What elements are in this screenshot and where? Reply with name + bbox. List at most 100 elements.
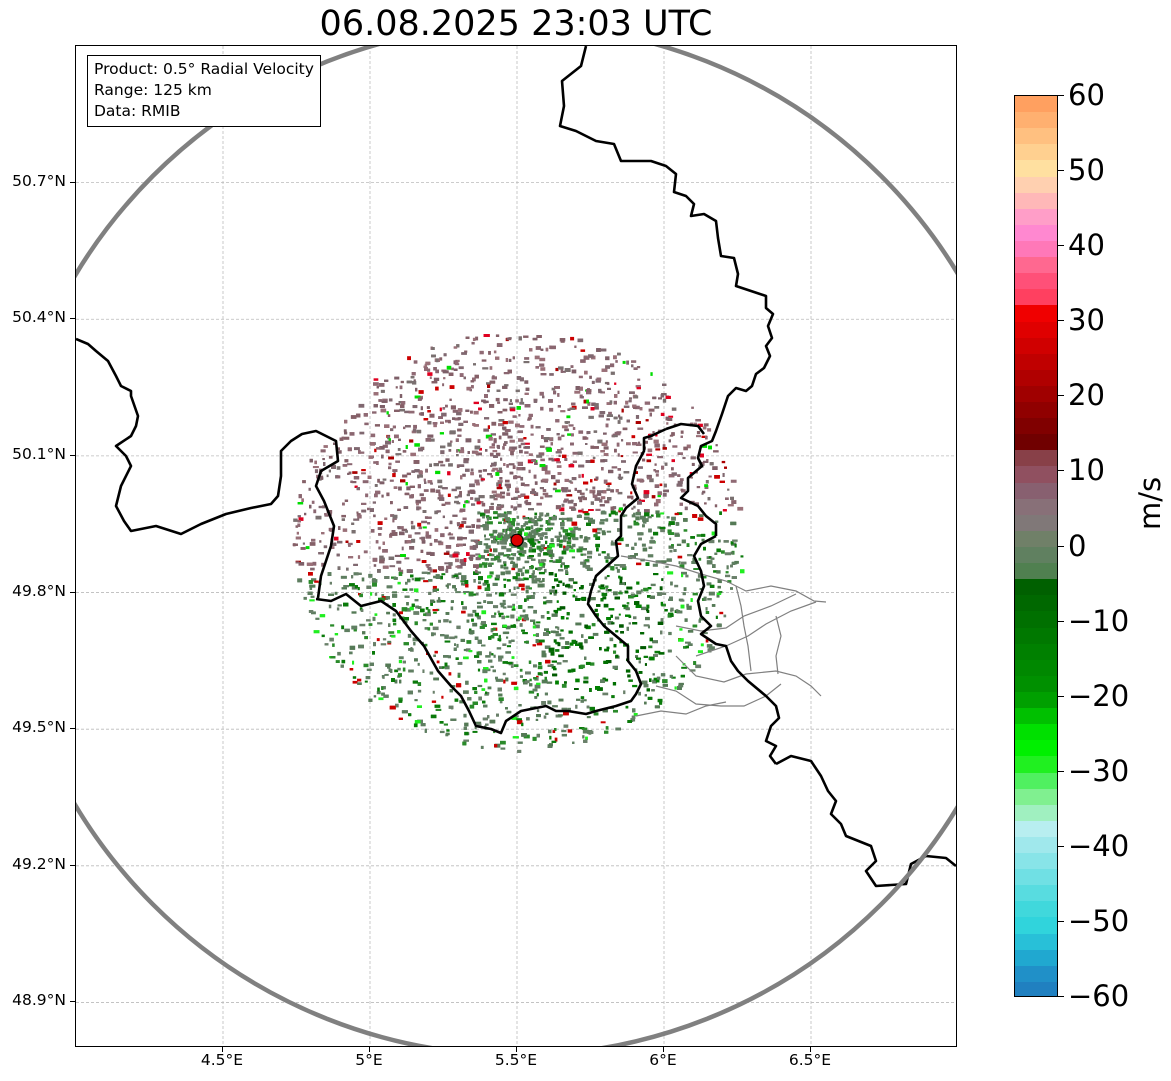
echo-pixel <box>713 570 718 573</box>
echo-pixel <box>581 634 584 638</box>
echo-pixel <box>411 603 415 607</box>
echo-pixel <box>409 546 415 550</box>
echo-pixel <box>418 447 423 452</box>
echo-pixel <box>357 587 360 591</box>
echo-pixel <box>595 536 601 540</box>
echo-pixel <box>532 337 538 341</box>
echo-pixel <box>508 463 515 466</box>
echo-pixel <box>493 511 498 515</box>
echo-pixel <box>681 573 684 578</box>
echo-pixel <box>376 461 379 465</box>
echo-pixel <box>579 499 583 503</box>
echo-pixel <box>686 444 691 449</box>
echo-pixel <box>561 683 567 688</box>
echo-pixel <box>643 655 648 658</box>
echo-pixel <box>592 486 596 490</box>
echo-pixel <box>548 457 554 461</box>
echo-pixel <box>668 532 675 535</box>
echo-pixel <box>706 644 713 648</box>
echo-pixel <box>632 708 636 713</box>
echo-pixel <box>554 578 559 582</box>
echo-pixel <box>364 680 368 683</box>
echo-pixel <box>519 553 525 557</box>
echo-pixel <box>676 543 682 546</box>
echo-pixel <box>433 367 437 371</box>
echo-pixel <box>351 611 357 614</box>
echo-pixel <box>628 622 631 625</box>
echo-pixel <box>633 367 638 370</box>
echo-pixel <box>477 439 481 443</box>
echo-pixel <box>585 488 588 491</box>
echo-pixel <box>460 562 466 566</box>
echo-pixel <box>719 511 722 515</box>
echo-pixel <box>503 529 507 532</box>
echo-pixel <box>331 546 335 549</box>
echo-pixel <box>412 428 417 433</box>
echo-pixel <box>602 709 608 713</box>
echo-pixel <box>580 349 586 352</box>
echo-pixel <box>563 646 570 649</box>
radar-map[interactable] <box>75 45 957 1047</box>
echo-pixel <box>613 355 617 360</box>
echo-pixel <box>571 433 574 437</box>
echo-pixel <box>379 555 384 560</box>
echo-pixel <box>654 443 660 448</box>
echo-pixel <box>541 583 545 588</box>
echo-pixel <box>438 494 444 498</box>
echo-pixel <box>577 451 583 455</box>
echo-pixel <box>470 468 474 472</box>
echo-pixel <box>423 418 429 421</box>
echo-pixel <box>704 502 707 505</box>
echo-pixel <box>392 618 397 622</box>
echo-pixel <box>725 497 729 500</box>
echo-pixel <box>506 464 509 468</box>
echo-pixel <box>442 407 446 410</box>
echo-pixel <box>399 569 404 574</box>
echo-pixel <box>611 695 615 699</box>
echo-pixel <box>491 553 495 557</box>
echo-pixel <box>670 581 673 586</box>
echo-pixel <box>714 552 718 555</box>
echo-pixel <box>412 637 419 642</box>
echo-pixel <box>517 530 523 535</box>
echo-pixel <box>633 521 639 526</box>
echo-pixel <box>494 743 501 748</box>
echo-pixel <box>487 601 493 604</box>
echo-pixel <box>555 489 561 493</box>
echo-pixel <box>424 627 428 630</box>
echo-pixel <box>482 582 486 586</box>
echo-pixel <box>612 682 617 686</box>
echo-pixel <box>687 630 694 633</box>
echo-pixel <box>529 678 532 682</box>
echo-pixel <box>451 367 454 371</box>
echo-pixel <box>562 517 568 520</box>
echo-pixel <box>648 546 653 549</box>
echo-pixel <box>701 533 706 537</box>
echo-pixel <box>625 669 631 673</box>
echo-pixel <box>452 417 456 420</box>
echo-pixel <box>649 656 655 661</box>
echo-pixel <box>352 471 358 474</box>
echo-pixel <box>644 401 651 405</box>
echo-pixel <box>615 630 619 633</box>
echo-pixel <box>568 578 574 582</box>
echo-pixel <box>505 651 511 654</box>
echo-pixel <box>706 560 713 565</box>
echo-pixel <box>596 527 602 531</box>
echo-pixel <box>516 515 520 519</box>
echo-pixel <box>449 536 455 540</box>
echo-pixel <box>541 466 548 471</box>
echo-pixel <box>449 385 455 389</box>
echo-pixel <box>539 445 545 448</box>
echo-pixel <box>379 446 385 450</box>
echo-pixel <box>527 459 534 464</box>
echo-pixel <box>553 630 559 634</box>
echo-pixel <box>553 667 557 671</box>
echo-pixel <box>515 399 519 403</box>
echo-pixel <box>548 516 555 521</box>
echo-pixel <box>409 588 414 591</box>
echo-pixel <box>566 494 573 497</box>
echo-pixel <box>625 400 629 405</box>
echo-pixel <box>375 490 381 495</box>
echo-pixel <box>466 493 470 497</box>
